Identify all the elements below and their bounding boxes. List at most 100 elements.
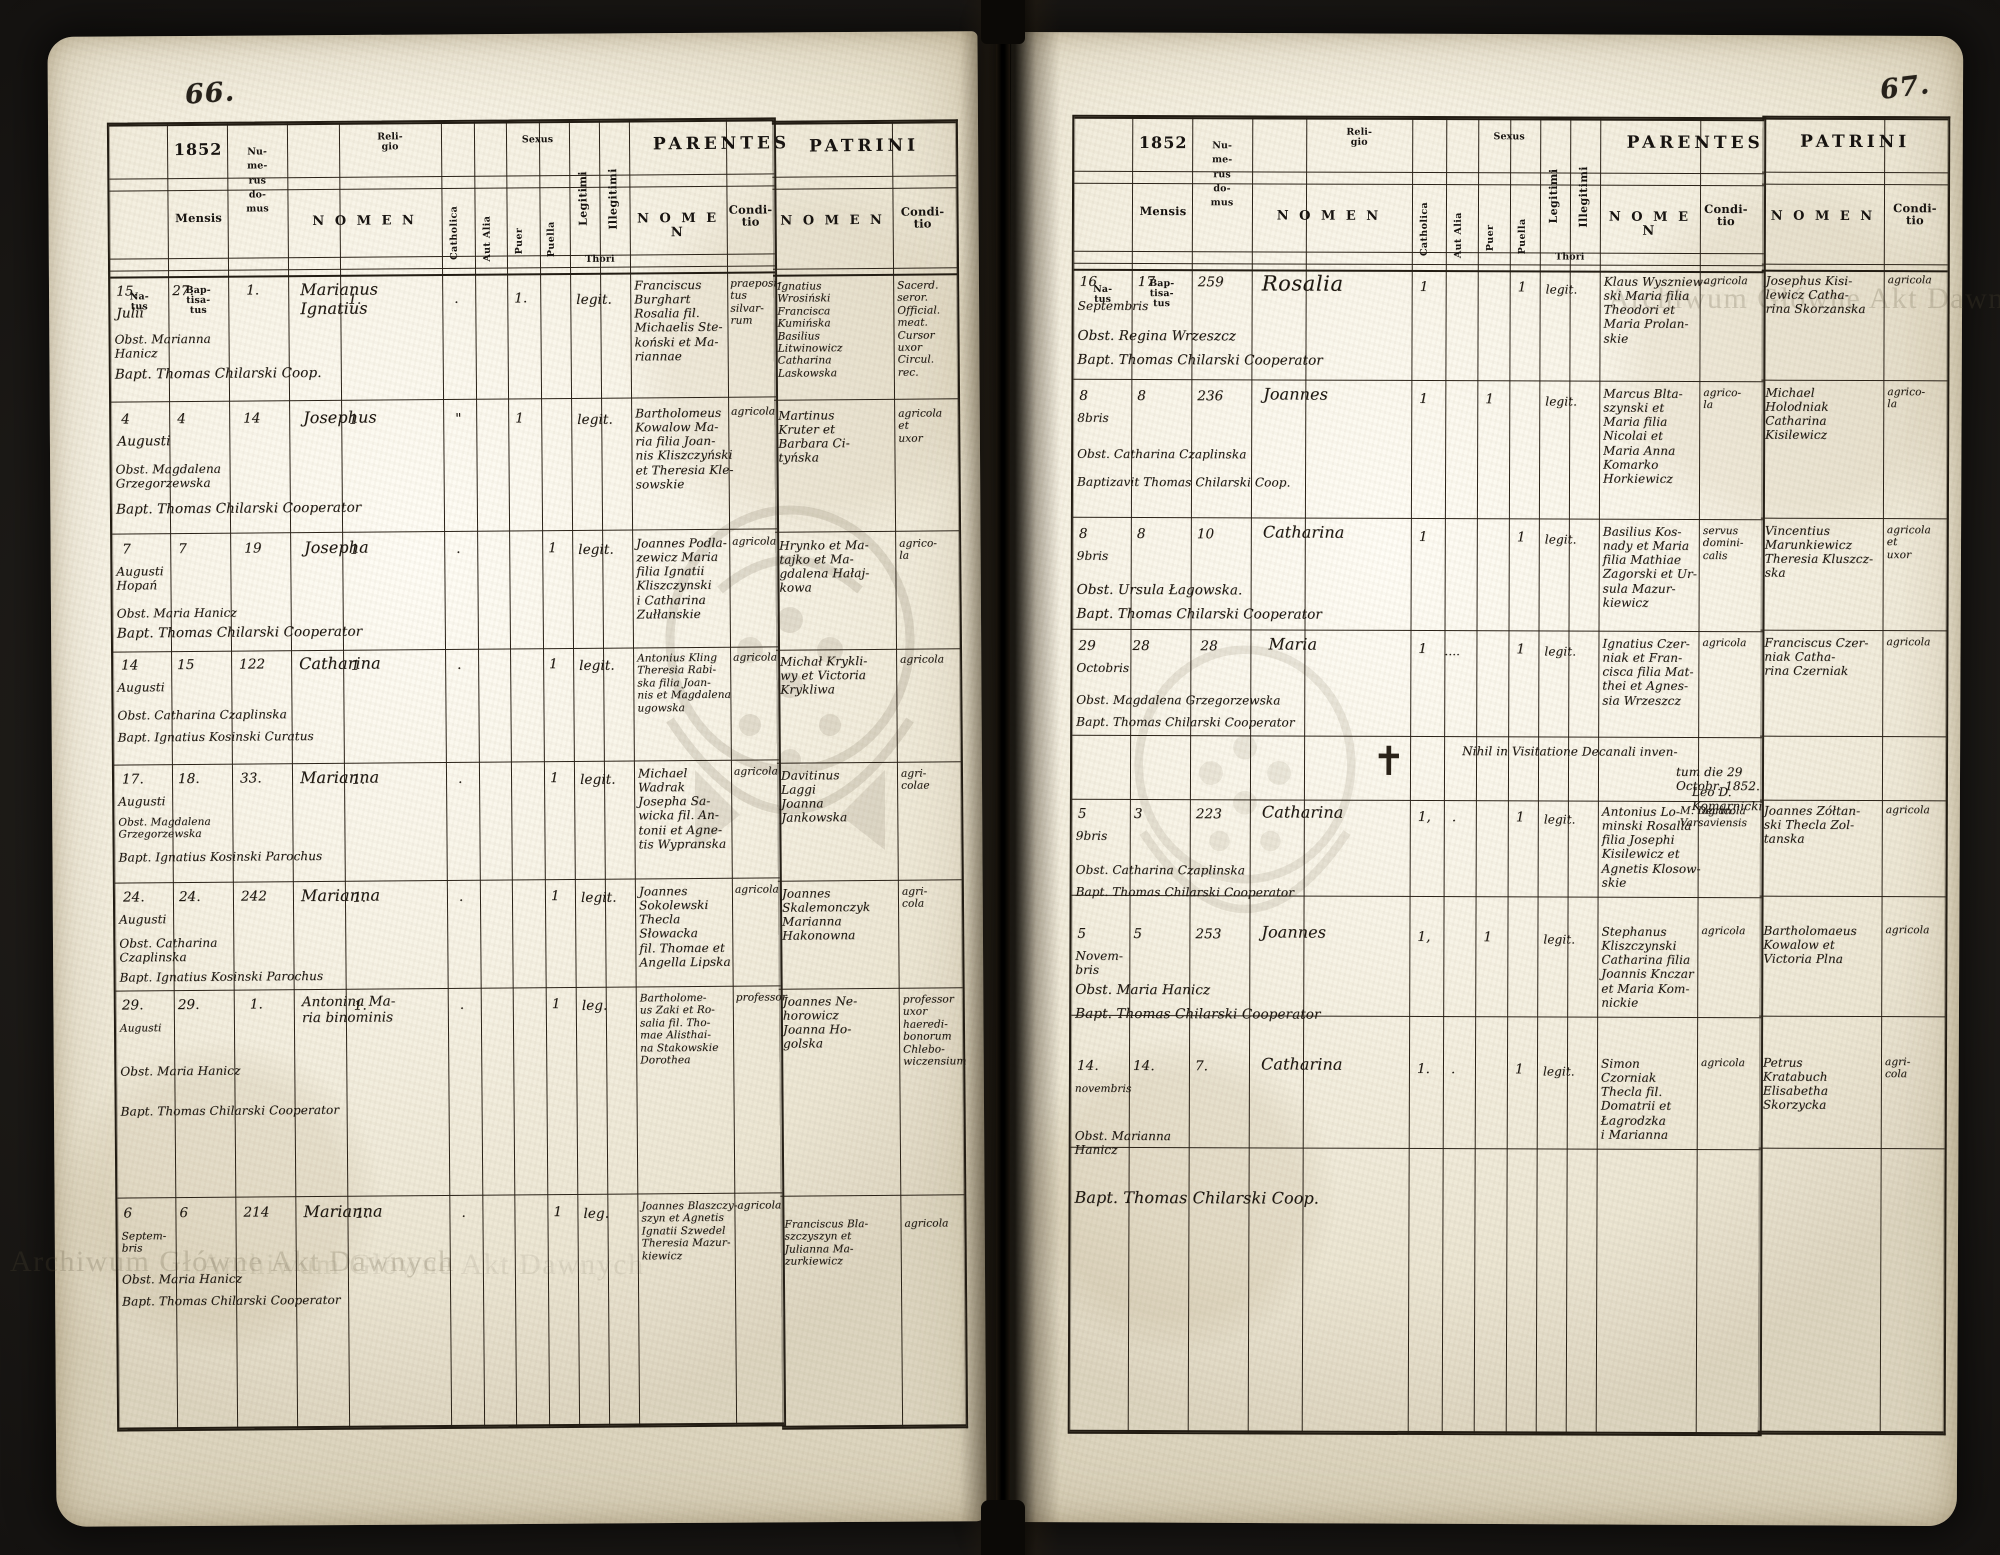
entry-patrini-nomen: Davitinus Laggi Joanna Jankowska [780, 768, 848, 826]
entry-patrini-conditio: Sacerd. seror. Official. meat. Cursor ux… [897, 279, 941, 379]
entry-aut-alia: . [458, 888, 464, 905]
entry-baptizavit: Bapt. Thomas Chilarski Coop. [1074, 1187, 1320, 1208]
entry-puella: 1 [551, 996, 561, 1013]
entry-catholica: 1 [1418, 641, 1428, 658]
entry-parentes-conditio: agricola [734, 883, 779, 896]
entry-nomen: Joannes [1261, 922, 1327, 942]
header-catholica-right: Catholica [1418, 201, 1431, 257]
entry-baptisatus: 29. [177, 996, 200, 1014]
entry-parentes-nomen: Marcus Blta- szynski et Maria filia Nico… [1603, 386, 1683, 486]
header-parentes-nomen-left: N O M E N [637, 210, 720, 240]
entry-natus: 29. [121, 997, 144, 1014]
entry-catholica: 1 [1418, 529, 1428, 546]
entry-catholica: 1 [351, 657, 360, 674]
entry-obstetrix: Obst. Magdalena Grzegorzewska [118, 815, 211, 841]
header-nomen-left: N O M E N [312, 213, 417, 230]
entry-thori: legit. [1545, 394, 1578, 409]
entry-baptizavit: Bapt. Thomas Chilarski Cooperator [1075, 884, 1295, 900]
header-sexus-left: Sexus [521, 134, 554, 146]
entry-catholica: 1. [348, 291, 362, 308]
entry-thori: legit. [1543, 932, 1576, 947]
entry-patrini-nomen: Ignatius Wrosiński Francisca Kumińska Ba… [777, 280, 843, 380]
entry-obstetrix: Obst. Maria Hanicz [1075, 981, 1211, 999]
entry-mensis: novembris [1074, 1082, 1132, 1096]
entry-puella: 1 [548, 540, 557, 557]
cross-mark: ✝ [1371, 738, 1406, 785]
entry-puella: 1 [1516, 529, 1526, 546]
header-patrini-right: PATRINI [1800, 131, 1911, 153]
entry-domus: 19 [244, 540, 262, 557]
entry-obstetrix: Obst. Maria Hanicz [120, 1063, 241, 1079]
header-parentes-nomen-right: N O M E N [1608, 209, 1692, 239]
header-catholica-left: Catholica [448, 205, 460, 261]
entry-nomen: Marianna [299, 767, 380, 788]
entry-puer: 1 [515, 410, 524, 427]
entry-patrini-nomen: Joannes Ne- horowicz Joanna Ho- golska [782, 994, 858, 1052]
entry-natus: 4 [121, 411, 130, 428]
entry-patrini-nomen: Martinus Kruter et Barbara Ci- tyńska [778, 408, 850, 466]
entry-parentes-nomen: Stephanus Kliszczynski Catharina filia J… [1601, 924, 1694, 1010]
book-binding [996, 0, 1010, 1555]
entry-nomen: Rosalia [1261, 271, 1344, 296]
entry-catholica: 1 [350, 541, 359, 558]
entry-mensis: 9bris [1075, 828, 1108, 843]
register-table-left: 1852 Mensis Na- tus Bap- tisa- tus Nu- m… [106, 117, 790, 1432]
entry-domus: 259 [1197, 274, 1224, 291]
entry-puella: 1 [1515, 809, 1525, 826]
header-patrini-conditio-right: Condi- tio [1893, 201, 1937, 228]
entry-patrini-conditio: agricola et uxor [1886, 524, 1931, 561]
entry-parentes-conditio: agricola [1702, 636, 1747, 650]
entry-thori: legit. [579, 657, 615, 674]
entry-mensis: Septembris [1077, 298, 1149, 314]
entry-aut-alia: . [454, 290, 459, 307]
entry-puella: 1 [550, 888, 560, 905]
entry-domus: 223 [1195, 806, 1222, 823]
entry-parentes-nomen: Joannes Blaszczy- szyn et Agnetis Ignati… [641, 1199, 738, 1262]
entry-baptizavit: Bapt. Thomas Chilarski Cooperator [1075, 1005, 1321, 1023]
entry-obstetrix: Obst. Ursula Łagowska. [1076, 581, 1243, 599]
entry-nomen: Maria [1268, 634, 1318, 654]
entry-puella: 1 [553, 1204, 563, 1221]
entry-patrini-conditio: agricola [1886, 636, 1931, 649]
entry-patrini-conditio: agrico- la [1887, 386, 1926, 411]
entry-mensis: 9bris [1076, 548, 1109, 563]
entry-puella: 1 [549, 656, 558, 673]
entry-natus: 17. [121, 771, 144, 788]
entry-mensis: Augusti [117, 433, 171, 450]
entry-baptizavit: Bapt. Thomas Chilarski Cooperator [1076, 605, 1323, 623]
entry-parentes-conditio: agricola [1701, 804, 1746, 818]
entry-patrini-nomen: Joannes Zółtan- ski Thecla Zol- tanska [1763, 803, 1861, 847]
entry-catholica: 1, [1417, 809, 1431, 826]
entry-natus: 7 [122, 541, 131, 558]
binding-tab-bottom [981, 1500, 1025, 1555]
entry-parentes-conditio: agricola [733, 651, 778, 664]
entry-baptizavit: Bapt. Thomas Chilarski Cooperator [122, 1292, 341, 1309]
entry-mensis: Septem- bris [121, 1230, 167, 1255]
entry-nomen: Josephus [303, 407, 377, 428]
entry-obstetrix: Obst. Maria Hanicz [116, 605, 237, 621]
entry-domus: 10 [1196, 526, 1215, 543]
header-patrini-nomen-left: N O M E N [780, 212, 885, 229]
entry-thori: legit. [1542, 1064, 1575, 1079]
entry-baptisatus: 24. [178, 888, 201, 906]
entry-baptizavit: Bapt. Thomas Chilarski Cooperator [1077, 351, 1323, 369]
entry-domus: 242 [240, 888, 268, 905]
entry-patrini-nomen: Josephus Kisi- lewicz Catha- rina Skorza… [1765, 273, 1866, 317]
entry-patrini-conditio: agricola [900, 653, 945, 666]
entry-puer: 1 [1485, 391, 1495, 408]
entry-puella: 1 [549, 770, 559, 787]
entry-nomen: Antonina Ma- ria binominis [301, 993, 396, 1027]
entry-nomen: Joannes [1263, 384, 1328, 404]
entry-patrini-nomen: Michael Holodniak Catharina Kisilewicz [1765, 385, 1829, 443]
entry-mensis: Novem- bris [1075, 948, 1124, 978]
entry-patrini-nomen: Vincentius Marunkiewicz Theresia Kluszcz… [1764, 523, 1874, 581]
entry-nomen: Marianus Ignatius [300, 279, 379, 319]
entry-baptisatus: 17 [1137, 274, 1156, 291]
entry-nomen: Catharina [1261, 802, 1344, 822]
entry-nomen: Marianna [303, 1201, 383, 1222]
entry-patrini-conditio: agricola et uxor [898, 407, 943, 445]
entry-thori: legit. [580, 889, 617, 906]
entry-baptizavit: Baptizavit Thomas Chilarski Coop. [1076, 474, 1291, 490]
entry-mensis: 8bris [1077, 410, 1109, 425]
entry-mensis: Julii [116, 305, 144, 322]
